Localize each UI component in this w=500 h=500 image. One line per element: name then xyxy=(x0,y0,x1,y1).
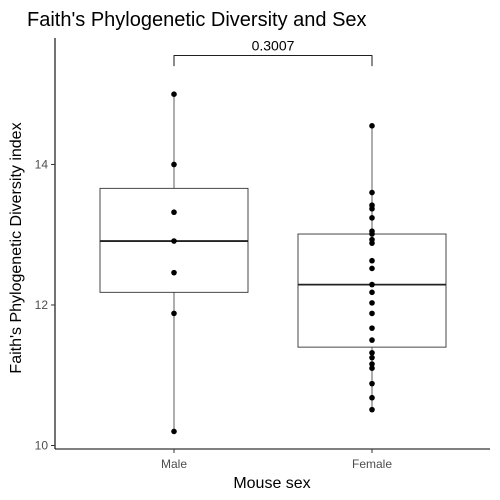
data-point xyxy=(369,300,375,306)
chart-title: Faith's Phylogenetic Diversity and Sex xyxy=(27,9,367,31)
data-point xyxy=(369,406,375,413)
data-point xyxy=(171,209,177,216)
data-point xyxy=(369,281,375,288)
data-point xyxy=(369,215,375,221)
x-tick-label: Female xyxy=(352,457,392,471)
data-point xyxy=(369,349,375,356)
data-point xyxy=(369,380,375,387)
data-point xyxy=(171,238,177,244)
y-tick-label: 14 xyxy=(35,157,49,171)
data-point xyxy=(171,91,177,98)
data-point xyxy=(369,337,375,343)
p-value-label: 0.3007 xyxy=(252,38,295,54)
data-point xyxy=(171,428,177,435)
data-point xyxy=(369,240,375,246)
data-point xyxy=(369,123,375,129)
data-point xyxy=(369,394,375,401)
data-point xyxy=(369,354,375,361)
data-point xyxy=(171,310,177,317)
data-point xyxy=(171,269,177,276)
plot-area: 10 12 14 Male Female 0.3007 xyxy=(35,38,490,471)
y-tick-label: 12 xyxy=(35,298,49,312)
data-point xyxy=(369,361,375,367)
y-tick-label: 10 xyxy=(35,438,49,452)
data-point xyxy=(369,365,375,372)
x-tick-label: Male xyxy=(161,457,187,471)
data-point xyxy=(369,325,375,331)
y-axis-label: Faith's Phylogenetic Diversity index xyxy=(8,122,25,373)
data-point xyxy=(369,289,375,296)
data-point xyxy=(171,161,177,168)
data-point xyxy=(369,231,375,237)
x-axis-label: Mouse sex xyxy=(233,475,310,492)
data-point xyxy=(369,310,375,317)
data-point xyxy=(369,265,375,272)
data-point xyxy=(369,189,375,196)
significance-bracket xyxy=(173,55,373,67)
data-point xyxy=(369,257,375,264)
data-point xyxy=(369,205,375,212)
